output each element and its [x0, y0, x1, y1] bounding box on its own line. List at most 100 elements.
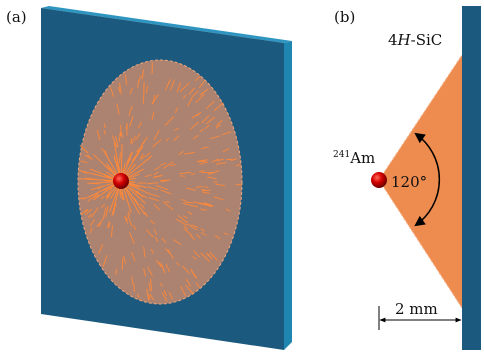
particle-ray — [122, 186, 132, 213]
particle-track — [198, 80, 205, 89]
particle-track — [187, 97, 193, 107]
particle-track — [185, 187, 197, 191]
particle-track — [235, 184, 242, 186]
particle-track — [148, 294, 151, 300]
particle-track — [100, 195, 106, 200]
particle-track — [133, 224, 137, 231]
particle-track — [186, 223, 198, 231]
particle-track — [144, 174, 152, 178]
particle-track — [198, 159, 208, 162]
particle-track — [120, 191, 122, 199]
particle-track — [125, 124, 128, 130]
particle-track — [222, 148, 230, 153]
deposition-disk — [77, 59, 243, 305]
particle-track — [189, 121, 200, 130]
particle-track — [200, 232, 207, 236]
particle-track — [127, 211, 131, 216]
particle-track — [135, 192, 148, 198]
particle-track — [199, 128, 204, 133]
particle-track — [200, 228, 205, 232]
particle-track — [196, 160, 207, 163]
particle-track — [216, 162, 227, 165]
particle-track — [164, 82, 170, 91]
particle-track — [176, 261, 180, 266]
particle-track — [143, 268, 146, 277]
particle-track — [178, 150, 184, 156]
particle-track — [98, 222, 102, 228]
particle-track — [235, 164, 241, 167]
particle-track — [115, 268, 118, 275]
particle-track — [112, 202, 117, 215]
particle-track — [193, 201, 203, 205]
particle-track — [195, 186, 203, 188]
particle-ray — [109, 186, 120, 213]
particle-track — [89, 219, 96, 227]
particle-track — [126, 152, 133, 164]
particle-track — [215, 124, 221, 129]
particle-track — [129, 87, 133, 95]
particle-track — [183, 215, 188, 219]
particle-track — [106, 221, 111, 228]
particle-ray — [78, 169, 116, 180]
particle-track — [165, 201, 170, 203]
material-label-italic: H — [397, 31, 412, 49]
particle-track — [185, 279, 192, 287]
particle-track — [160, 162, 167, 166]
sic-slab-side-view — [462, 6, 481, 350]
particle-track — [204, 186, 209, 188]
particle-ray — [92, 153, 118, 178]
particle-track — [221, 131, 231, 136]
particle-track — [127, 214, 133, 227]
material-label-prefix: 4 — [388, 31, 398, 49]
particle-track — [167, 249, 174, 260]
particle-ray — [126, 182, 147, 189]
particle-track — [179, 171, 192, 175]
particle-track — [195, 76, 200, 82]
particle-track — [191, 90, 199, 98]
particle-ray — [123, 145, 144, 177]
particle-track — [155, 185, 169, 191]
particle-track — [175, 218, 184, 224]
particle-track — [110, 87, 115, 97]
particle-ray — [125, 155, 153, 178]
panel-a-label: (a) — [6, 8, 27, 26]
particle-track — [177, 214, 188, 224]
particle-track — [149, 293, 155, 301]
particle-ray — [122, 151, 133, 176]
particle-track — [85, 208, 92, 216]
particle-track — [150, 278, 153, 292]
particle-track — [146, 186, 159, 191]
particle-track — [208, 170, 220, 175]
particle-track — [96, 129, 101, 141]
particle-track — [185, 284, 194, 295]
particle-track — [139, 153, 144, 160]
particle-track — [180, 286, 187, 297]
particle-track — [196, 233, 201, 239]
particle-track — [98, 244, 104, 254]
particle-ray — [90, 182, 116, 191]
slab-top-edge — [41, 6, 292, 43]
particle-track — [87, 193, 99, 202]
particle-ray — [90, 181, 116, 184]
particle-track — [145, 85, 148, 94]
panel-b: (b) 4H-SiC 241Am 120° 2 mm — [333, 6, 481, 350]
particle-track — [216, 158, 224, 162]
particle-track — [205, 100, 215, 110]
particle-track — [131, 252, 136, 262]
source-sphere-a — [113, 173, 129, 189]
particle-track — [159, 282, 163, 287]
cone-edge-lower — [378, 179, 463, 309]
particle-track — [87, 213, 92, 219]
particle-track — [160, 179, 171, 183]
particle-track — [116, 103, 120, 115]
particle-track — [118, 86, 121, 93]
particle-ray — [125, 184, 146, 204]
particle-track — [172, 239, 182, 246]
panel-a: (a) — [6, 6, 292, 350]
particle-track — [163, 290, 167, 296]
particle-ray — [111, 186, 120, 217]
particle-ray — [113, 142, 121, 176]
particle-track — [183, 225, 189, 230]
particle-tracks — [78, 62, 242, 302]
